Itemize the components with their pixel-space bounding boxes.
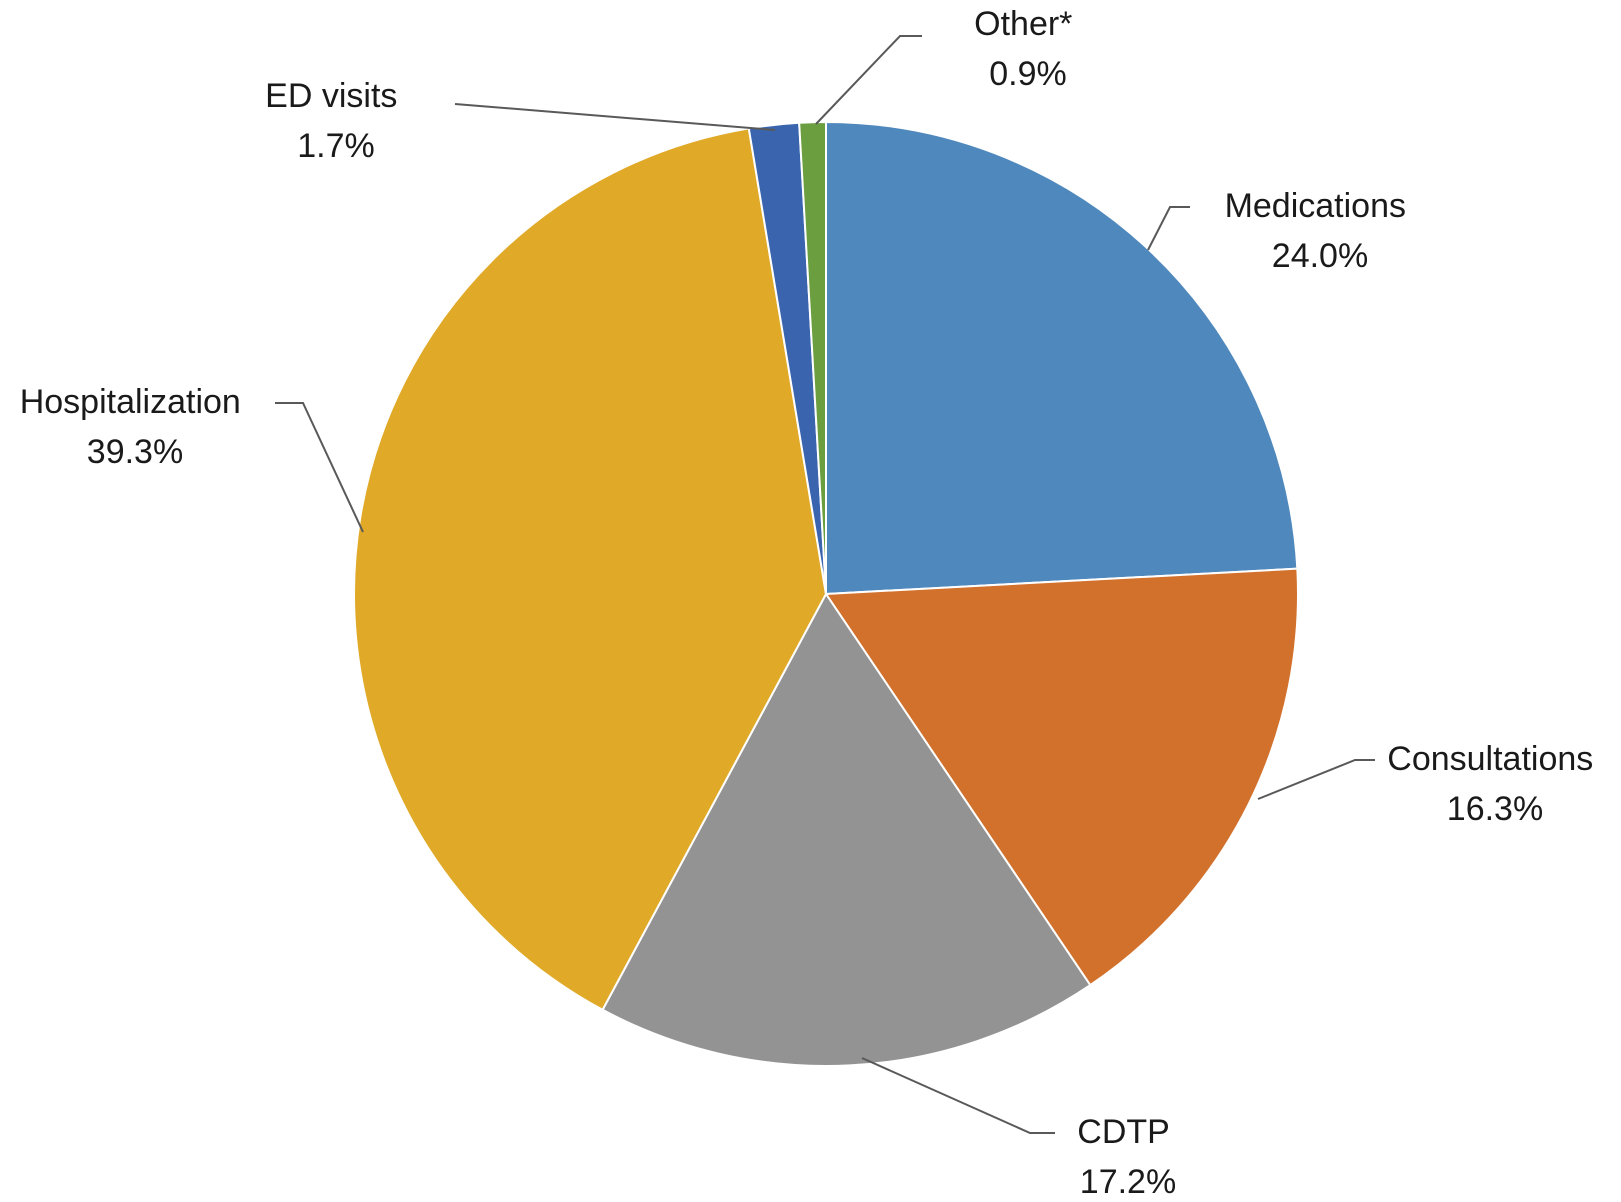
label-consultations: Consultations 16.3% — [1387, 740, 1602, 828]
leader-line-consultations — [1257, 759, 1375, 800]
label-ed-visits: ED visits 1.7% — [265, 77, 407, 165]
pie-slice-hospitalization — [353, 127, 828, 1012]
leader-lines — [275, 35, 1375, 1134]
label-medications-value: 24.0% — [1272, 237, 1368, 275]
leader-line-cdtp — [861, 1057, 1055, 1134]
leader-line-ed-visits — [454, 103, 776, 131]
pie-slice-cdtp — [601, 592, 1092, 1067]
label-hospitalization-name: Hospitalization — [20, 383, 241, 421]
label-ed-visits-value: 1.7% — [297, 127, 375, 165]
label-hospitalization-value: 39.3% — [87, 433, 183, 471]
label-medications: Medications 24.0% — [1225, 187, 1416, 275]
label-ed-visits-name: ED visits — [265, 77, 397, 115]
pie-slices — [353, 120, 1299, 1067]
label-medications-name: Medications — [1225, 187, 1406, 225]
leader-line-hospitalization — [275, 402, 364, 533]
label-hospitalization: Hospitalization 39.3% — [20, 383, 251, 471]
label-other: Other* 0.9% — [974, 5, 1082, 93]
label-other-name: Other* — [974, 5, 1072, 43]
label-cdtp-name: CDTP — [1077, 1113, 1169, 1151]
label-cdtp: CDTP 17.2% — [1077, 1113, 1178, 1201]
pie-slice-medications — [825, 120, 1299, 596]
label-consultations-name: Consultations — [1387, 740, 1593, 778]
label-other-value: 0.9% — [989, 55, 1067, 93]
label-cdtp-value: 17.2% — [1080, 1163, 1176, 1201]
leader-line-other — [815, 35, 922, 125]
pie-slice-consultations — [824, 567, 1299, 987]
slice-labels: Medications 24.0% Consultations 16.3% CD… — [20, 5, 1602, 1201]
pie-slice-other — [798, 120, 827, 595]
label-consultations-value: 16.3% — [1447, 790, 1543, 828]
leader-line-medications — [1147, 206, 1190, 251]
